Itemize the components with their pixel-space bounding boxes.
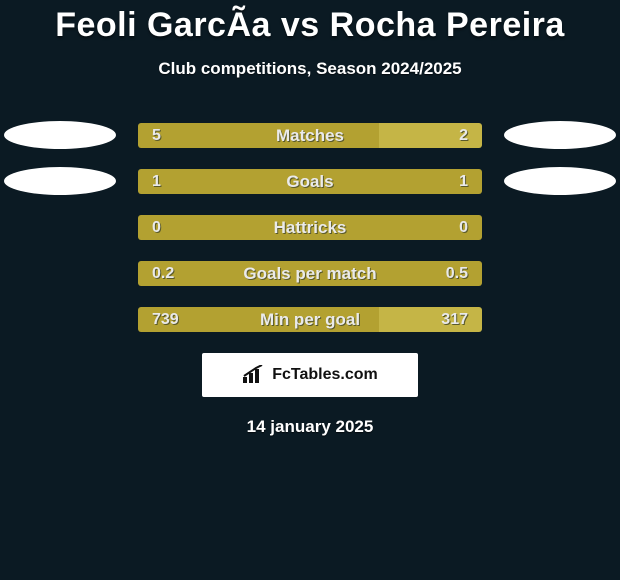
- team-right-ellipse: [504, 121, 616, 149]
- subtitle: Club competitions, Season 2024/2025: [0, 59, 620, 79]
- comparison-card: Feoli GarcÃ­a vs Rocha Pereira Club comp…: [0, 0, 620, 437]
- team-left-ellipse: [4, 167, 116, 195]
- bar-chart-icon: [242, 365, 266, 385]
- stat-label: Min per goal: [138, 307, 482, 332]
- date-text: 14 january 2025: [0, 417, 620, 437]
- stat-label: Matches: [138, 123, 482, 148]
- stat-label: Hattricks: [138, 215, 482, 240]
- stat-rows: 52Matches 11Goals 00Hattricks 0.20.5Goals p…: [0, 123, 620, 332]
- source-logo[interactable]: FcTables.com: [202, 353, 418, 397]
- page-title: Feoli GarcÃ­a vs Rocha Pereira: [0, 6, 620, 45]
- stat-label: Goals per match: [138, 261, 482, 286]
- stat-row: 0.20.5Goals per match: [0, 261, 620, 286]
- logo-text: FcTables.com: [272, 366, 378, 384]
- team-right-ellipse: [504, 167, 616, 195]
- stat-label: Goals: [138, 169, 482, 194]
- team-left-ellipse: [4, 121, 116, 149]
- stat-row: 739317Min per goal: [0, 307, 620, 332]
- stat-row: 52Matches: [0, 123, 620, 148]
- stat-row: 11Goals: [0, 169, 620, 194]
- stat-row: 00Hattricks: [0, 215, 620, 240]
